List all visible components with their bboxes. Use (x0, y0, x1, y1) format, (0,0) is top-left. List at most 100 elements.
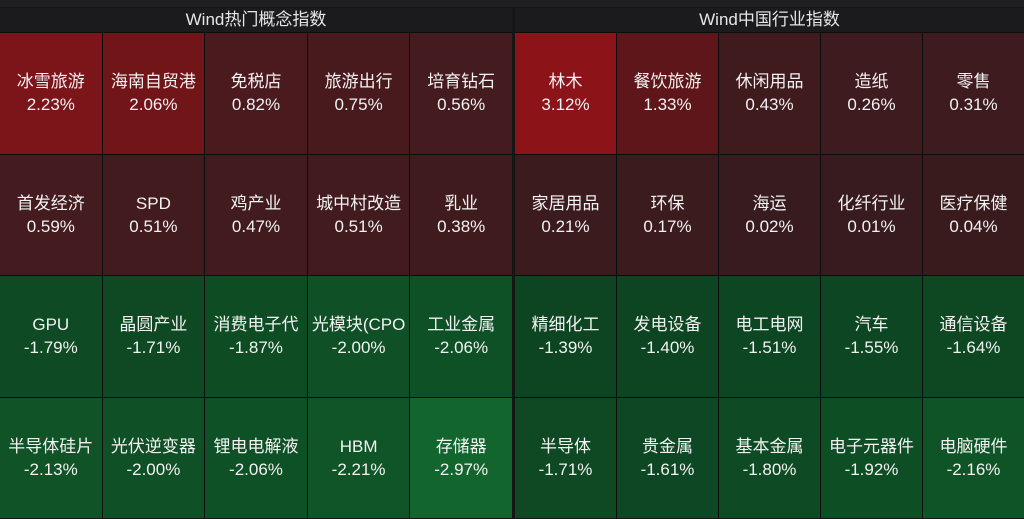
tile[interactable]: 通信设备 -1.64% (923, 276, 1024, 397)
tile-name: 旅游出行 (324, 72, 393, 92)
tile-name: 消费电子代 (213, 315, 299, 335)
tile-change: -1.40% (640, 338, 695, 358)
tile[interactable]: 造纸 0.26% (821, 33, 922, 154)
tile[interactable]: 发电设备 -1.40% (617, 276, 718, 397)
tile[interactable]: 半导体 -1.71% (515, 397, 616, 518)
tile-change: -1.61% (640, 459, 695, 479)
tile[interactable]: 贵金属 -1.61% (617, 397, 718, 518)
tile-change: -2.06% (434, 338, 489, 358)
tile[interactable]: 环保 0.17% (617, 154, 718, 275)
tile[interactable]: 休闲用品 0.43% (719, 33, 820, 154)
tile-name: 鸡产业 (230, 193, 282, 213)
tile[interactable]: 工业金属 -2.06% (410, 276, 512, 397)
tile[interactable]: 精细化工 -1.39% (515, 276, 616, 397)
tile[interactable]: 海运 0.02% (719, 154, 820, 275)
tile-change: -1.79% (23, 338, 78, 358)
tile[interactable]: 餐饮旅游 1.33% (617, 33, 718, 154)
tile-name: 光伏逆变器 (110, 436, 196, 456)
tile-change: -2.16% (946, 459, 1001, 479)
tile-name: HBM (339, 436, 378, 456)
tile-change: -2.06% (229, 459, 283, 479)
tile[interactable]: 光伏逆变器 -2.00% (102, 397, 205, 518)
tile-name: GPU (32, 315, 70, 335)
tile-change: -1.80% (742, 459, 797, 479)
tile[interactable]: 存储器 -2.97% (410, 397, 512, 518)
tile[interactable]: 汽车 -1.55% (821, 276, 922, 397)
tile[interactable]: 旅游出行 0.75% (307, 33, 410, 154)
tile[interactable]: 零售 0.31% (923, 33, 1024, 154)
tile-change: -1.92% (844, 459, 899, 479)
tile-change: 1.33% (643, 95, 692, 115)
tile-name: 休闲用品 (735, 72, 804, 92)
tile-name: 乳业 (444, 193, 479, 213)
tile-change: 0.59% (26, 216, 75, 236)
tile[interactable]: 林木 3.12% (515, 33, 616, 154)
tile-name: 冰雪旅游 (16, 72, 85, 92)
tile-name: 电工电网 (735, 315, 804, 335)
tile-change: 0.51% (334, 216, 383, 236)
tile[interactable]: 乳业 0.38% (410, 154, 512, 275)
tile-change: 0.04% (949, 216, 998, 236)
tile[interactable]: 电脑硬件 -2.16% (923, 397, 1024, 518)
tile[interactable]: 首发经济 0.59% (0, 154, 102, 275)
tile[interactable]: 医疗保健 0.04% (923, 154, 1024, 275)
tile-name: 零售 (956, 72, 991, 92)
tile-name: 汽车 (854, 315, 889, 335)
tile-name: 工业金属 (427, 315, 496, 335)
tile[interactable]: HBM -2.21% (307, 397, 410, 518)
tile-change: 2.23% (26, 95, 75, 115)
tile-name: 光模块(CPO (311, 315, 406, 335)
tile-name: 电脑硬件 (939, 436, 1008, 456)
panel: Wind热门概念指数 冰雪旅游 2.23% 海南自贸港 2.06% 免税店 0.82% 旅游出… (0, 8, 512, 518)
tile-name: 存储器 (435, 436, 487, 456)
tile-name: SPD (135, 193, 171, 213)
tile[interactable]: 基本金属 -1.80% (719, 397, 820, 518)
tile-name: 海运 (752, 193, 787, 213)
panel-title: Wind热门概念指数 (0, 8, 512, 32)
tile[interactable]: 鸡产业 0.47% (205, 154, 307, 275)
tile-name: 基本金属 (735, 436, 804, 456)
tile-change: -2.00% (126, 459, 181, 479)
tile-name: 精细化工 (531, 315, 600, 335)
tile[interactable]: 冰雪旅游 2.23% (0, 33, 102, 154)
tile-change: 0.01% (847, 216, 896, 236)
tile[interactable]: 半导体硅片 -2.13% (0, 397, 102, 518)
tile-change: -1.64% (946, 338, 1001, 358)
tile[interactable]: 城中村改造 0.51% (307, 154, 410, 275)
tile-change: -1.87% (229, 338, 283, 358)
tile[interactable]: GPU -1.79% (0, 276, 102, 397)
tile[interactable]: 锂电电解液 -2.06% (205, 397, 307, 518)
tile[interactable]: SPD 0.51% (102, 154, 205, 275)
tile-change: -1.71% (538, 459, 593, 479)
tile-name: 化纤行业 (837, 193, 906, 213)
tile-change: 0.51% (129, 216, 178, 236)
tile-change: -1.51% (742, 338, 797, 358)
tile[interactable]: 消费电子代 -1.87% (205, 276, 307, 397)
tile[interactable]: 光模块(CPO -2.00% (307, 276, 410, 397)
tile-change: 0.47% (231, 216, 281, 236)
tile-change: -2.13% (23, 459, 78, 479)
tile-name: 通信设备 (939, 315, 1008, 335)
tile[interactable]: 化纤行业 0.01% (821, 154, 922, 275)
tile-change: -1.71% (126, 338, 181, 358)
tile-change: 0.75% (334, 95, 383, 115)
tile-change: -2.21% (331, 459, 386, 479)
tile[interactable]: 海南自贸港 2.06% (102, 33, 205, 154)
tile-name: 电子元器件 (829, 436, 914, 456)
tile[interactable]: 电工电网 -1.51% (719, 276, 820, 397)
tile-change: 0.31% (949, 95, 998, 115)
tile-name: 晶圆产业 (119, 315, 188, 335)
tile[interactable]: 家居用品 0.21% (515, 154, 616, 275)
tile[interactable]: 电子元器件 -1.92% (821, 397, 922, 518)
tile-name: 首发经济 (16, 193, 85, 213)
tile-name: 环保 (650, 193, 685, 213)
tile-change: -2.00% (331, 338, 386, 358)
tile[interactable]: 晶圆产业 -1.71% (102, 276, 205, 397)
tile[interactable]: 免税店 0.82% (205, 33, 307, 154)
tile[interactable]: 培育钻石 0.56% (410, 33, 512, 154)
tile-change: 0.21% (541, 216, 590, 236)
tile-change: 0.17% (643, 216, 692, 236)
tile-name: 半导体硅片 (8, 436, 94, 456)
tile-change: 2.06% (129, 95, 178, 115)
